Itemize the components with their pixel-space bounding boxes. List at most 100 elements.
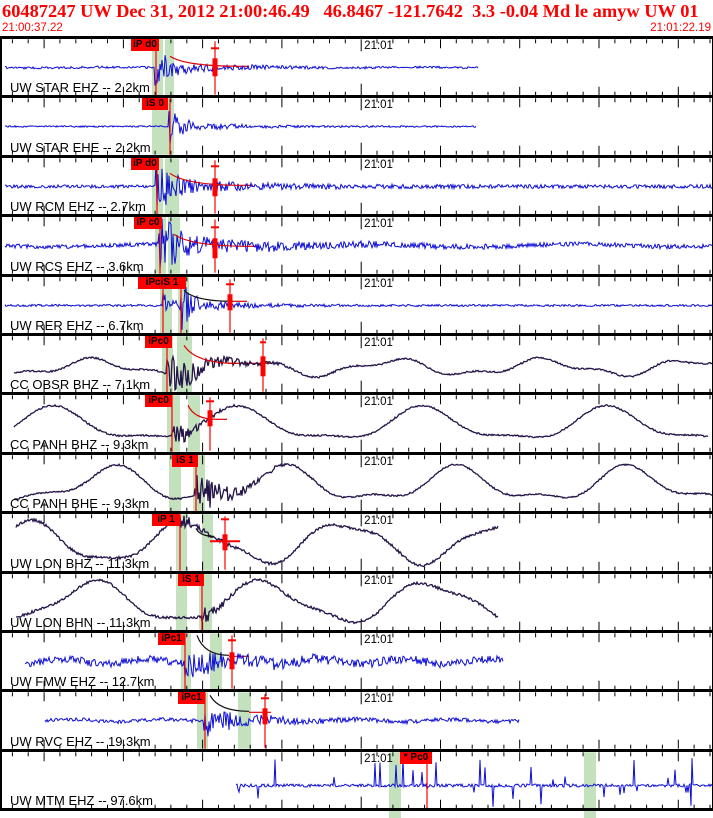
trace-panel[interactable]: 21:01 iPciS 1 UW RER EHZ -- 6.7km [0,273,713,334]
trace-panel[interactable]: 21:01 iPc0 CC PANH BHZ -- 9.3km [0,392,713,453]
coda-marker-handle[interactable] [212,238,218,259]
coda-marker-handle[interactable] [222,534,228,551]
coda-decay-curve [169,55,241,67]
trace-panel[interactable]: 21:01 iS 1 UW LON BHN -- 11.3km [0,570,713,631]
phase-pick-flag[interactable]: iP d0 [131,39,159,51]
trace-panel[interactable]: 21:01 iPc1 UW FMW EHZ -- 12.7km [0,630,713,690]
station-label: UW RVC EHZ -- 19.3km [10,733,151,749]
coda-marker-handle[interactable] [212,58,218,77]
station-label: CC OBSR BHZ -- 7.1km [10,377,151,393]
station-label: UW LON BHN -- 11.3km [10,614,151,630]
window-end-time: 21:01:22.19 [650,22,711,34]
coda-window-band [178,276,189,334]
seismogram-waveform[interactable] [13,354,713,392]
phase-pick-flag[interactable]: iPc1 [178,692,205,705]
minute-tick-label: 21:01 [364,277,393,290]
seismogram-waveform[interactable] [4,162,713,207]
seismogram-waveform[interactable] [13,403,709,444]
seismogram-waveform[interactable] [15,515,499,568]
seismogram-waveform[interactable] [4,111,477,145]
minute-tick-label: 21:01 [364,99,393,112]
trace-panel[interactable]: 21:01 iP d0 UW RCM EHZ -- 2.7km [0,154,713,215]
seismogram-waveform[interactable] [13,462,713,508]
station-label: UW LON BHZ -- 11.3km [10,555,150,571]
left-border [0,36,2,811]
phase-pick-flag[interactable]: iP c0 [134,217,162,230]
coda-marker-handle[interactable] [207,410,213,427]
coda-decay-curve [173,233,251,248]
trace-panel[interactable]: 21:01 iS 1 CC PANH BHE -- 9.3km [0,451,713,512]
phase-pick-flag[interactable]: iPc0 [145,395,172,408]
phase-pick-flag[interactable]: iPc1 [158,633,185,645]
phase-pick-flag[interactable]: iPc0 [145,336,172,348]
bottom-border [0,808,713,811]
station-label: CC PANH BHE -- 9.3km [10,496,150,512]
minute-tick-label: 21:01 [364,574,393,587]
trace-plot[interactable] [0,276,713,334]
coda-window-band [176,573,187,631]
coda-decay-curve [183,289,234,302]
phase-pick-flag[interactable]: iP 1 [152,514,180,527]
coda-window-band [181,633,191,690]
window-start-time: 21:00:37.22 [2,22,63,34]
coda-marker-handle[interactable] [262,708,268,725]
trace-panel[interactable]: 21:01 iP d0 UW STAR EHZ -- 2.2km [0,36,713,96]
trace-plot[interactable] [0,514,713,571]
seismogram-waveform[interactable] [16,577,499,625]
trace-plot[interactable] [0,692,713,750]
coda-decay-curve [183,344,237,364]
coda-window-band [176,514,187,571]
phase-pick-flag[interactable]: iP d0 [131,157,159,170]
trace-plot[interactable] [0,98,713,156]
coda-window-band [152,39,163,96]
trace-panel[interactable]: 21:01 iP c0 UW RCS EHZ -- 3.6km [0,214,713,274]
coda-marker-handle[interactable] [229,652,235,670]
trace-plot[interactable] [0,158,713,215]
seismogram-waveform[interactable] [44,711,520,737]
coda-decay-curve [169,172,244,186]
minute-tick-label: 21:01 [364,158,393,171]
minute-tick-label: 21:01 [364,218,393,231]
coda-marker-handle[interactable] [260,356,266,377]
coda-marker-handle[interactable] [212,178,218,197]
phase-pick-flag[interactable]: iPciS 1 [138,276,186,289]
trace-panel[interactable]: 21:01 iP 1 UW LON BHZ -- 11.3km [0,511,713,571]
phase-pick-flag[interactable]: * Pc0 [400,751,432,764]
trace-panel[interactable]: 21:01 iPc1 UW RVC EHZ -- 19.3km [0,689,713,750]
seismogram-waveform[interactable] [4,218,713,269]
trace-plot[interactable] [0,217,713,274]
minute-tick-label: 21:01 [364,40,393,52]
trace-panel[interactable]: 21:01 iS 0 UW STAR EHE -- 2.2km [0,95,713,156]
phase-pick-flag[interactable]: iS 0 [142,98,168,111]
station-label: UW MTM EHZ -- 97.6km [10,793,153,809]
coda-decay-curve [187,405,217,421]
trace-plot[interactable] [0,752,713,818]
coda-marker-handle[interactable] [227,293,233,310]
minute-tick-label: 21:01 [364,396,393,409]
coda-window-band [188,395,200,453]
station-label: UW RCM EHZ -- 2.7km [10,199,146,215]
trace-panel[interactable]: 21:01 * Pc0 UW MTM EHZ -- 97.6km [0,748,713,818]
station-label: UW STAR EHZ -- 2.2km [10,80,150,96]
minute-tick-label: 21:01 [364,634,393,646]
minute-tick-label: 21:01 [364,337,393,349]
seismogram-waveform[interactable] [4,55,479,86]
trace-plot[interactable] [0,455,713,512]
trace-plot[interactable] [0,336,713,393]
trace-plot[interactable] [0,395,713,453]
trace-plot[interactable] [0,633,713,690]
seismogram-waveform[interactable] [4,286,713,330]
trace-plot[interactable] [0,573,713,631]
phase-pick-flag[interactable]: iS 1 [172,454,198,467]
seismogram-waveform[interactable] [235,757,713,807]
station-label: CC PANH BHZ -- 9.3km [10,436,149,452]
event-header: 60487247 UW Dec 31, 2012 21:00:46.49 46.… [2,1,713,21]
seismogram-waveform[interactable] [25,652,504,678]
trace-panel[interactable]: 21:01 iPc0 CC OBSR BHZ -- 7.1km [0,333,713,393]
coda-window-band [202,514,213,571]
station-label: UW FMW EHZ -- 12.7km [10,674,155,690]
phase-pick-flag[interactable]: iS 1 [178,573,204,586]
minute-tick-label: 21:01 [364,752,393,765]
minute-tick-label: 21:01 [364,693,393,706]
